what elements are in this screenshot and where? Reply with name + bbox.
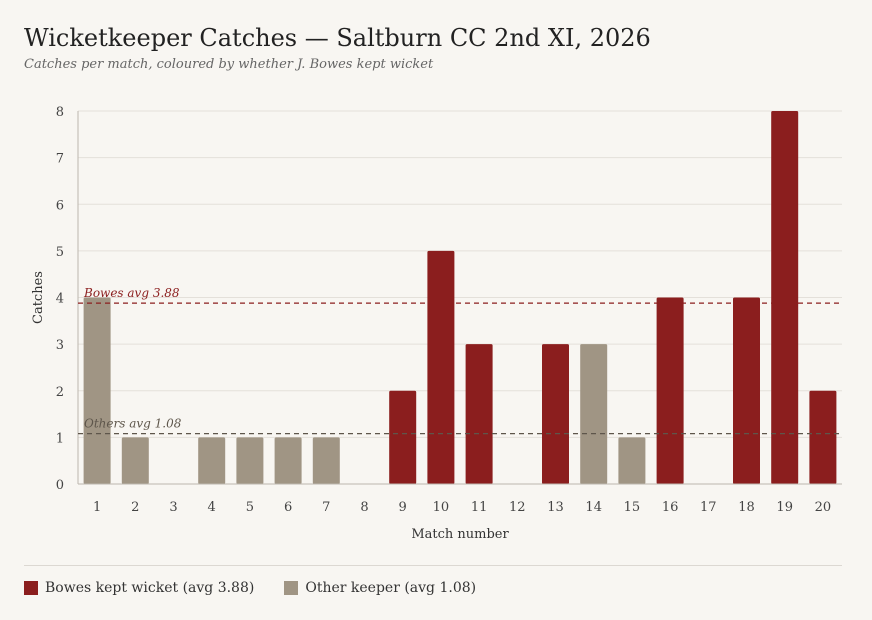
chart-legend: Bowes kept wicket (avg 3.88) Other keepe… [24,580,506,596]
legend-item-other: Other keeper (avg 1.08) [284,580,476,596]
y-tick-label: 5 [56,245,64,260]
avg-label-other: Others avg 1.08 [84,417,182,431]
x-tick-label: 8 [360,500,368,515]
y-axis-title: Catches [31,271,46,324]
bar-match-15 [618,437,646,484]
bar-match-20 [809,390,837,484]
bar-match-16 [656,297,684,484]
y-tick-label: 4 [56,292,64,307]
bar-match-19 [771,111,799,484]
legend-swatch-bowes [24,581,38,595]
x-tick-label: 7 [322,500,330,515]
chart-subtitle: Catches per match, coloured by whether J… [24,57,434,72]
x-tick-label: 10 [433,500,450,515]
x-tick-label: 3 [169,500,177,515]
bar-match-5 [236,437,264,484]
bar-match-6 [274,437,302,484]
avg-label-bowes: Bowes avg 3.88 [83,286,180,300]
y-tick-label: 1 [56,431,64,446]
bar-match-18 [733,297,760,484]
x-tick-label: 6 [284,500,292,515]
bar-match-14 [580,344,608,484]
bar-match-7 [312,437,340,484]
x-tick-label: 11 [471,500,488,515]
y-tick-label: 2 [56,385,64,400]
y-tick-label: 3 [56,338,64,353]
bar-match-2 [121,437,149,484]
legend-divider [24,565,842,566]
y-tick-label: 6 [56,198,64,213]
bar-match-9 [389,390,417,484]
x-tick-label: 20 [815,500,832,515]
legend-item-bowes: Bowes kept wicket (avg 3.88) [24,580,254,596]
bar-match-11 [465,344,493,484]
y-tick-label: 8 [56,105,64,120]
x-tick-label: 12 [509,500,526,515]
x-tick-label: 4 [208,500,216,515]
legend-swatch-other [284,581,299,595]
x-tick-label: 14 [585,500,602,515]
x-tick-label: 18 [738,500,755,515]
x-tick-label: 5 [246,500,254,515]
x-axis-title: Match number [411,527,509,542]
chart-title: Wicketkeeper Catches — Saltburn CC 2nd X… [24,24,651,52]
bar-match-1 [83,297,111,484]
x-tick-label: 2 [131,500,139,515]
y-tick-label: 7 [56,152,64,167]
x-tick-label: 19 [776,500,793,515]
legend-label-other: Other keeper (avg 1.08) [305,580,477,596]
bar-match-10 [427,250,455,484]
x-tick-label: 16 [662,500,679,515]
x-tick-label: 1 [93,500,101,515]
x-tick-label: 9 [399,500,407,515]
x-tick-label: 15 [624,500,641,515]
x-tick-label: 13 [547,500,564,515]
bar-match-4 [198,437,226,484]
legend-label-bowes: Bowes kept wicket (avg 3.88) [45,580,255,596]
y-tick-label: 0 [56,478,64,493]
bar-match-13 [542,344,569,484]
x-tick-label: 17 [700,500,717,515]
